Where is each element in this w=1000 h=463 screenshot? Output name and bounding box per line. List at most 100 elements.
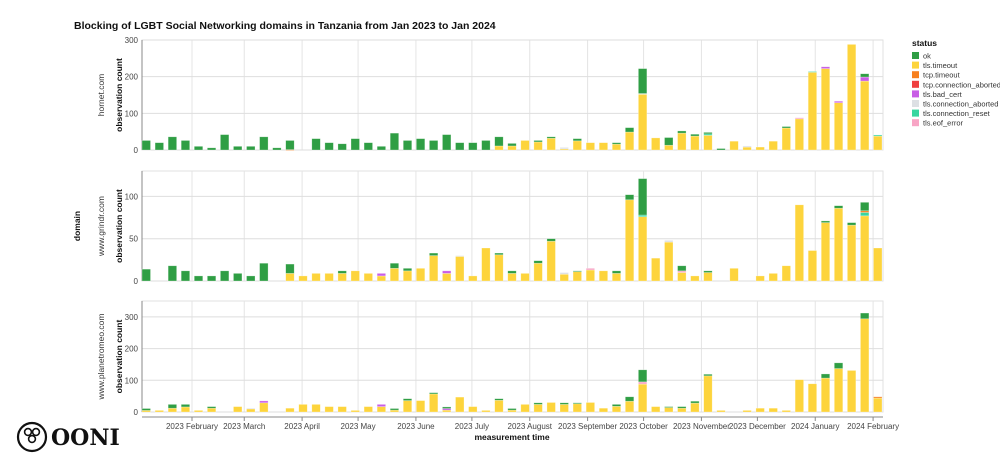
bar-segment-tls-timeout (794, 379, 804, 413)
x-tick-label: 2023 October (619, 422, 668, 431)
bar-segment-tls-timeout (611, 143, 622, 151)
bar-segment-ok (820, 220, 831, 223)
bar-segment-tls-timeout (585, 142, 595, 151)
bar-segment-ok (429, 252, 439, 256)
x-tick-label: 2023 August (508, 422, 553, 431)
bar-segment-tls-timeout (598, 407, 608, 413)
bar-segment-ok (638, 369, 648, 383)
bar-segment-tls-timeout (324, 406, 334, 413)
bar-segment-tls-timeout (638, 93, 648, 151)
bar-segment-tls-timeout (690, 275, 700, 282)
facet-domain-label: www.grindr.com (96, 196, 106, 257)
bar-segment-ok (337, 143, 347, 151)
bar-segment-tls-bad-cert (442, 270, 452, 274)
bar-segment-ok (442, 406, 452, 409)
facet-title: domain (72, 211, 82, 241)
y-tick-label: 100 (125, 109, 139, 118)
bar-segment-tls-timeout (651, 137, 661, 151)
y-tick-label: 100 (125, 376, 139, 385)
y-tick-label: 0 (134, 277, 139, 286)
bar-segment-tls-timeout (389, 268, 399, 282)
bar-segment-ok (860, 312, 870, 320)
bar-segment-tls-timeout (311, 273, 321, 282)
bar-segment-tls-timeout (285, 407, 295, 413)
bar-segment-ok (638, 178, 648, 216)
bar-segment-tls-timeout (468, 275, 478, 282)
bar-segment-tls-timeout (638, 216, 648, 282)
bar-segment-tls-connection-aborted (559, 272, 569, 275)
bar-segment-tls-timeout (638, 383, 648, 413)
bar-segment-ok (546, 238, 556, 242)
bar-segment-tls-timeout (559, 404, 569, 413)
bar-segment-ok (376, 146, 386, 151)
bar-segment-ok (664, 406, 674, 408)
bar-segment-tls-timeout (847, 44, 857, 151)
bar-segment-tls-timeout (572, 140, 582, 151)
bar-segment-tls-timeout (781, 410, 791, 413)
bar-segment-ok (703, 270, 713, 273)
bar-segment-tls-timeout (207, 407, 217, 413)
bar-segment-tls-eof-error (638, 381, 648, 385)
bar-segment-ok (233, 273, 243, 282)
y-tick-label: 0 (134, 146, 139, 155)
bar-segment-tls-bad-cert (820, 66, 831, 69)
bar-segment-ok (781, 126, 791, 129)
bar-segment-tls-timeout (402, 400, 413, 413)
bar-segment-tls-connection-aborted (455, 255, 465, 257)
bar-segment-tls-timeout (376, 406, 386, 413)
bar-segment-tls-timeout (376, 275, 386, 282)
bar-segment-ok (193, 146, 204, 151)
legend-swatch-ok (912, 52, 919, 59)
bar-segment-ok (207, 147, 217, 151)
bar-segment-tls-timeout (820, 222, 831, 282)
facet-domain-label: hornet.com (96, 74, 106, 117)
bar-segment-tls-timeout (520, 140, 530, 151)
bar-segment-ok (507, 408, 517, 411)
bar-segment-ok (834, 362, 844, 369)
bar-segment-ok (429, 392, 439, 395)
x-tick-label: 2023 March (223, 422, 265, 431)
bar-segment-tls-timeout (729, 140, 739, 151)
x-tick-label: 2023 February (166, 422, 218, 431)
bar-segment-tls-timeout (167, 407, 177, 413)
x-tick-label: 2024 February (847, 422, 899, 431)
bar-segment-ok (533, 140, 543, 143)
bar-segment-tls-timeout (690, 135, 700, 151)
bar-segment-tls-timeout (520, 404, 530, 413)
bar-segment-tls-connection-reset (703, 133, 713, 136)
bar-segment-tls-connection-aborted (246, 407, 256, 410)
bar-segment-ok (664, 137, 674, 146)
bar-segment-tls-timeout (193, 410, 204, 413)
y-axis-title: observation count (114, 320, 124, 394)
bar-segment-ok (546, 136, 556, 139)
bar-segment-tls-bad-cert (834, 100, 844, 103)
chart-title: Blocking of LGBT Social Networking domai… (74, 20, 496, 32)
bar-segment-ok (638, 68, 648, 94)
bar-segment-tcp-timeout (873, 396, 883, 399)
bar-segment-tls-timeout (781, 127, 791, 151)
bar-segment-tls-connection-reset (873, 134, 883, 137)
bar-segment-tls-timeout (363, 273, 373, 282)
bar-segment-tls-timeout (507, 145, 517, 151)
bar-segment-tls-timeout (298, 275, 308, 282)
bar-segment-tls-timeout (768, 273, 778, 282)
bar-segment-tls-timeout (533, 404, 543, 413)
bar-segment-tls-timeout (455, 396, 465, 413)
bar-segment-tls-timeout (742, 146, 752, 151)
bar-segment-tls-timeout (442, 273, 452, 282)
bar-segment-ok (141, 140, 151, 151)
bar-segment-ok (677, 406, 687, 409)
panel-frame (141, 170, 884, 282)
bar-segment-tls-timeout (690, 402, 700, 413)
legend-label: tls.connection_aborted (923, 100, 998, 109)
bar-segment-ok (847, 222, 857, 226)
bar-segment-tls-eof-error (794, 117, 804, 120)
bar-segment-tls-timeout (625, 131, 635, 151)
bar-segment-ok (559, 402, 569, 405)
bar-segment-ok (207, 406, 217, 409)
bar-segment-tls-timeout (337, 273, 347, 282)
bar-segment-tls-timeout (559, 273, 569, 282)
bar-segment-ok (703, 373, 713, 377)
bar-segment-tls-timeout (429, 255, 439, 282)
bar-segment-tls-timeout (677, 407, 687, 413)
